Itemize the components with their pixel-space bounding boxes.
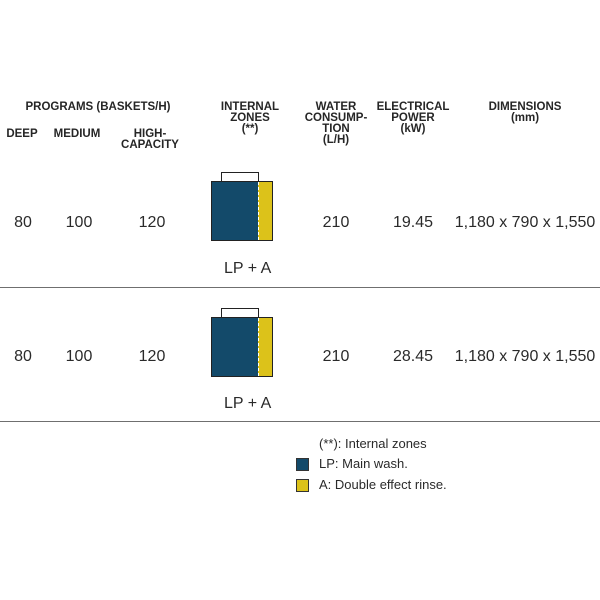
lp-swatch — [296, 458, 309, 471]
electrical-power-value: 28.45 — [392, 348, 434, 365]
dimensions-value: 1,180 x 790 x 1,550 — [454, 348, 596, 365]
medium-value: 100 — [65, 348, 93, 365]
table-bottom-rule — [0, 421, 600, 422]
double-rinse-zone — [258, 318, 272, 376]
internal-zones-diagram — [211, 172, 273, 241]
double-rinse-zone — [258, 182, 272, 240]
high-capacity-value: 120 — [138, 348, 166, 365]
main-wash-zone — [212, 318, 258, 376]
legend-lp: LP: Main wash. — [319, 456, 408, 471]
dimensions-value: 1,180 x 790 x 1,550 — [454, 214, 596, 231]
zones-label: LP + A — [224, 395, 272, 412]
high-capacity-header: HIGH- CAPACITY — [121, 128, 179, 151]
high-capacity-value: 120 — [138, 214, 166, 231]
internal-zones-header: INTERNAL ZONES (**) — [220, 101, 280, 135]
electrical-power-value: 19.45 — [392, 214, 434, 231]
machine-hood — [221, 172, 259, 182]
row-divider — [0, 287, 600, 288]
medium-value: 100 — [65, 214, 93, 231]
dimensions-header: DIMENSIONS (mm) — [488, 101, 562, 124]
programs-group-header: PROGRAMS (BASKETS/H) — [25, 101, 171, 113]
water-consumption-value: 210 — [322, 214, 350, 231]
a-swatch — [296, 479, 309, 492]
legend-a: A: Double effect rinse. — [319, 477, 447, 492]
legend-note: (**): Internal zones — [319, 436, 427, 451]
machine-hood — [221, 308, 259, 318]
machine-body — [211, 317, 273, 377]
machine-body — [211, 181, 273, 241]
deep-header: DEEP — [6, 128, 38, 140]
water-consumption-value: 210 — [322, 348, 350, 365]
water-consumption-header: WATER CONSUMP- TION (L/H) — [304, 101, 368, 146]
deep-value: 80 — [14, 214, 32, 231]
electrical-power-header: ELECTRICAL POWER (kW) — [376, 101, 450, 135]
medium-header: MEDIUM — [53, 128, 101, 140]
internal-zones-diagram — [211, 308, 273, 377]
zones-label: LP + A — [224, 260, 272, 277]
deep-value: 80 — [14, 348, 32, 365]
main-wash-zone — [212, 182, 258, 240]
